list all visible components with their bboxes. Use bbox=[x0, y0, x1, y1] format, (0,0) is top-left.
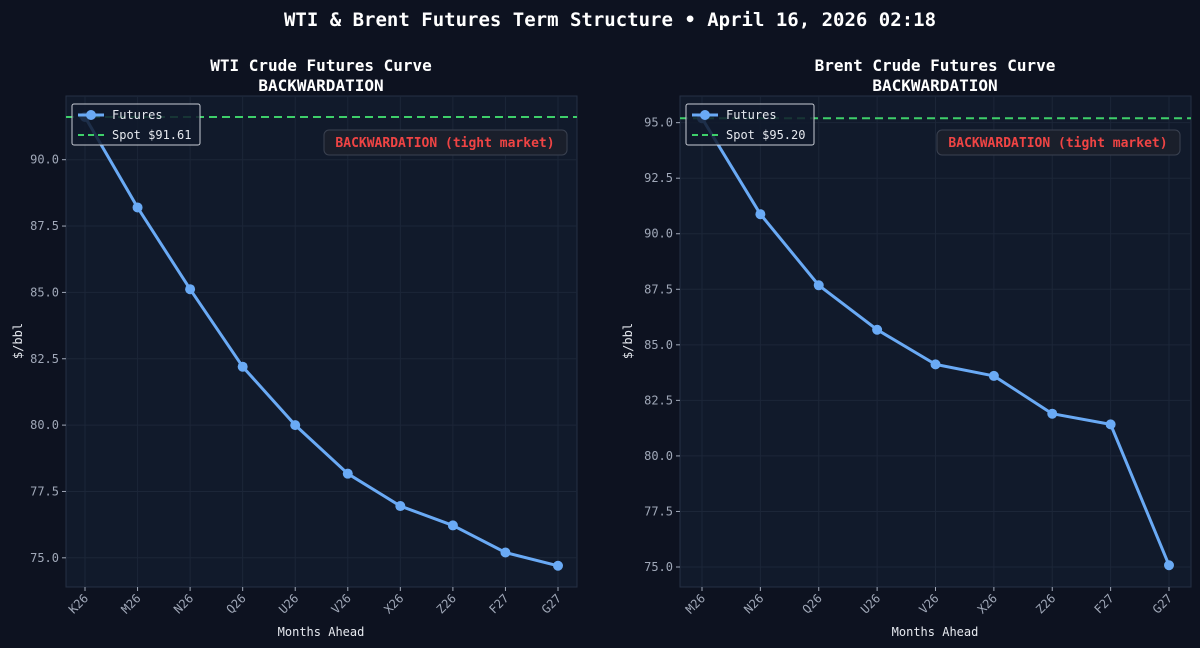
brent-y-tick-label-7: 92.5 bbox=[644, 171, 673, 185]
brent-legend: Futures Spot $95.20 bbox=[685, 103, 815, 146]
wti-legend-futures-label: Futures bbox=[112, 108, 163, 122]
brent-y-axis-label: $/bbl bbox=[621, 323, 635, 359]
wti-point-f27 bbox=[500, 547, 511, 558]
wti-x-axis-label: Months Ahead bbox=[278, 625, 365, 639]
wti-y-tick-label-1: 77.5 bbox=[30, 484, 59, 498]
wti-y-tick-label-6: 90.0 bbox=[30, 153, 59, 167]
brent-y-ticks: 75.0 77.5 80.0 82.5 85.0 87.5 90.0 92.5 95.0 bbox=[644, 116, 680, 574]
brent-y-tick-label-3: 82.5 bbox=[644, 393, 673, 407]
wti-legend: Futures Spot $91.61 bbox=[71, 103, 201, 146]
brent-y-tick-label-4: 85.0 bbox=[644, 338, 673, 352]
wti-annotation: BACKWARDATION (tight market) bbox=[323, 129, 568, 156]
brent-y-tick-label-6: 90.0 bbox=[644, 227, 673, 241]
brent-panel: Brent Crude Futures Curve BACKWARDATION … bbox=[621, 56, 1192, 639]
wti-annotation-box bbox=[323, 129, 568, 156]
wti-legend-futures-marker bbox=[86, 110, 96, 120]
wti-point-m26 bbox=[132, 202, 143, 213]
wti-y-tick-label-4: 85.0 bbox=[30, 285, 59, 299]
brent-y-tick-label-2: 80.0 bbox=[644, 449, 673, 463]
brent-point-u26 bbox=[872, 324, 883, 335]
figure-suptitle: WTI & Brent Futures Term Structure • Apr… bbox=[284, 9, 936, 31]
brent-y-tick-label-0: 75.0 bbox=[644, 560, 673, 574]
brent-legend-futures-marker bbox=[700, 110, 710, 120]
brent-point-q26 bbox=[813, 280, 824, 291]
wti-futures-line bbox=[83, 116, 559, 568]
wti-point-u26 bbox=[290, 420, 301, 431]
wti-point-n26 bbox=[185, 284, 196, 295]
wti-point-z26 bbox=[447, 520, 458, 531]
wti-chart-title: WTI Crude Futures Curve bbox=[210, 56, 432, 75]
brent-point-n26 bbox=[755, 209, 766, 220]
brent-point-z26 bbox=[1047, 408, 1058, 419]
wti-y-tick-label-5: 87.5 bbox=[30, 219, 59, 233]
brent-point-f27 bbox=[1105, 419, 1116, 430]
wti-y-tick-label-3: 82.5 bbox=[30, 352, 59, 366]
brent-chart-subtitle: BACKWARDATION bbox=[872, 76, 997, 95]
brent-chart-title: Brent Crude Futures Curve bbox=[815, 56, 1056, 75]
wti-panel: WTI Crude Futures Curve BACKWARDATION 75… bbox=[11, 56, 578, 639]
wti-y-tick-label-2: 80.0 bbox=[30, 418, 59, 432]
wti-legend-spot-label: Spot $91.61 bbox=[112, 128, 191, 142]
brent-legend-spot-label: Spot $95.20 bbox=[726, 128, 805, 142]
brent-annotation-text: BACKWARDATION (tight market) bbox=[948, 136, 1167, 151]
brent-grid bbox=[680, 96, 1191, 587]
wti-y-tick-label-0: 75.0 bbox=[30, 551, 59, 565]
brent-annotation-box bbox=[936, 129, 1181, 156]
brent-annotation: BACKWARDATION (tight market) bbox=[936, 129, 1181, 156]
wti-y-axis-label: $/bbl bbox=[11, 323, 25, 359]
brent-point-g27 bbox=[1164, 560, 1174, 571]
wti-y-ticks: 75.0 77.5 80.0 82.5 85.0 87.5 90.0 bbox=[30, 153, 66, 565]
wti-point-g27 bbox=[553, 560, 563, 571]
brent-point-v26 bbox=[930, 359, 941, 370]
wti-point-q26 bbox=[237, 361, 248, 372]
brent-y-tick-label-8: 95.0 bbox=[644, 116, 673, 130]
wti-grid bbox=[66, 96, 577, 587]
brent-legend-futures-label: Futures bbox=[726, 108, 777, 122]
wti-plot-area bbox=[65, 95, 578, 588]
brent-point-x26 bbox=[988, 370, 999, 381]
wti-point-v26 bbox=[342, 468, 353, 479]
wti-chart-subtitle: BACKWARDATION bbox=[258, 76, 383, 95]
wti-point-x26 bbox=[395, 501, 406, 512]
wti-annotation-text: BACKWARDATION (tight market) bbox=[335, 136, 554, 151]
brent-y-tick-label-5: 87.5 bbox=[644, 282, 673, 296]
brent-x-axis-label: Months Ahead bbox=[892, 625, 979, 639]
brent-y-tick-label-1: 77.5 bbox=[644, 504, 673, 518]
